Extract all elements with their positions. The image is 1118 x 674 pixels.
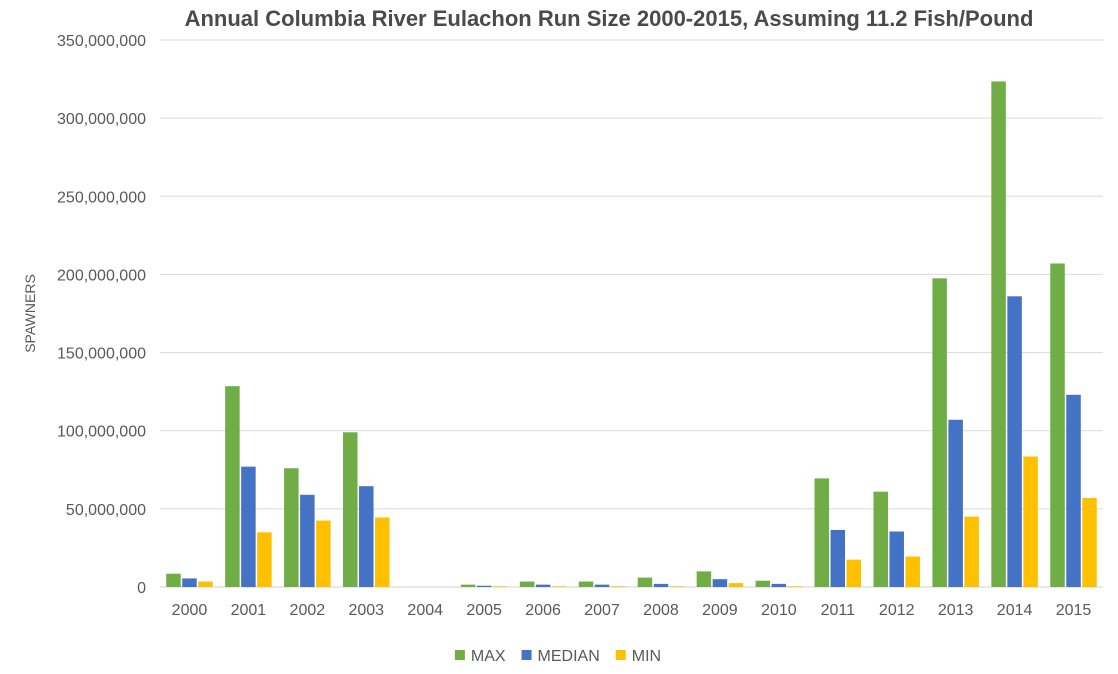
y-tick-label: 150,000,000 bbox=[57, 346, 146, 363]
legend-swatch-max bbox=[454, 650, 465, 660]
bar-min-2012 bbox=[905, 556, 920, 587]
bar-max-2011 bbox=[814, 478, 830, 587]
x-tick-label: 2008 bbox=[643, 602, 679, 619]
bar-max-2006 bbox=[519, 581, 535, 587]
bar-max-2003 bbox=[343, 432, 358, 587]
bar-median-2003 bbox=[359, 486, 374, 587]
bar-median-2006 bbox=[535, 584, 551, 587]
y-tick-label: 0 bbox=[137, 580, 146, 597]
bar-max-2012 bbox=[873, 491, 888, 587]
legend-label-max: MAX bbox=[471, 648, 506, 665]
bar-max-2002 bbox=[284, 468, 299, 587]
legend-swatch-min bbox=[615, 650, 626, 660]
bar-max-2015 bbox=[1050, 263, 1065, 587]
bar-median-2001 bbox=[241, 466, 256, 587]
x-tick-label: 2002 bbox=[290, 602, 326, 619]
x-tick-label: 2012 bbox=[879, 602, 915, 619]
bar-median-2010 bbox=[771, 583, 787, 587]
x-tick-label: 2009 bbox=[702, 602, 738, 619]
y-tick-label: 300,000,000 bbox=[57, 111, 146, 128]
bar-median-2011 bbox=[830, 529, 846, 587]
x-tick-label: 2014 bbox=[997, 602, 1033, 619]
y-tick-label: 350,000,000 bbox=[57, 33, 146, 50]
bar-min-2011 bbox=[846, 559, 862, 587]
bar-min-2006 bbox=[551, 586, 567, 587]
bar-max-2014 bbox=[991, 81, 1006, 587]
bar-min-2001 bbox=[257, 532, 272, 587]
bar-median-2012 bbox=[889, 531, 904, 587]
chart-title: Annual Columbia River Eulachon Run Size … bbox=[184, 6, 1034, 31]
bar-max-2010 bbox=[755, 580, 771, 587]
y-tick-label: 200,000,000 bbox=[57, 267, 146, 284]
bar-min-2002 bbox=[316, 520, 331, 587]
legend-label-min: MIN bbox=[632, 648, 661, 665]
bar-min-2015 bbox=[1082, 497, 1097, 587]
bar-median-2005 bbox=[476, 585, 492, 587]
bar-median-2014 bbox=[1007, 296, 1022, 587]
legend-label-median: MEDIAN bbox=[538, 648, 600, 665]
bar-max-2007 bbox=[578, 581, 594, 587]
bar-max-2005 bbox=[460, 584, 476, 587]
x-tick-label: 2003 bbox=[348, 602, 384, 619]
bar-min-2014 bbox=[1023, 456, 1038, 587]
bar-min-2007 bbox=[610, 586, 626, 587]
bar-median-2009 bbox=[712, 579, 728, 587]
bar-median-2007 bbox=[594, 584, 610, 587]
x-tick-label: 2000 bbox=[172, 602, 208, 619]
bar-min-2008 bbox=[669, 586, 685, 587]
bar-min-2003 bbox=[375, 517, 390, 587]
x-tick-label: 2005 bbox=[466, 602, 502, 619]
x-tick-label: 2015 bbox=[1056, 602, 1092, 619]
bar-median-2000 bbox=[182, 578, 197, 587]
legend-swatch-median bbox=[521, 650, 532, 660]
bar-median-2002 bbox=[300, 494, 315, 587]
bar-max-2001 bbox=[225, 386, 240, 587]
y-tick-label: 250,000,000 bbox=[57, 189, 146, 206]
x-tick-label: 2006 bbox=[525, 602, 561, 619]
bar-min-2000 bbox=[198, 581, 213, 587]
x-tick-label: 2001 bbox=[231, 602, 267, 619]
x-tick-label: 2007 bbox=[584, 602, 620, 619]
y-axis-title: SPAWNERS bbox=[22, 274, 38, 353]
bar-median-2015 bbox=[1066, 394, 1081, 587]
bar-max-2000 bbox=[166, 573, 181, 587]
y-tick-label: 50,000,000 bbox=[66, 502, 146, 519]
bar-min-2013 bbox=[964, 516, 979, 587]
bar-max-2008 bbox=[637, 577, 653, 587]
x-tick-label: 2013 bbox=[938, 602, 974, 619]
bar-max-2013 bbox=[932, 278, 947, 587]
bar-median-2013 bbox=[948, 419, 963, 587]
x-tick-label: 2004 bbox=[407, 602, 443, 619]
x-tick-label: 2011 bbox=[821, 602, 856, 619]
x-tick-label: 2010 bbox=[761, 602, 797, 619]
bar-min-2009 bbox=[728, 583, 744, 587]
bar-min-2010 bbox=[787, 586, 803, 587]
bar-max-2009 bbox=[696, 571, 712, 587]
bar-median-2008 bbox=[653, 583, 669, 587]
bar-min-2005 bbox=[492, 586, 508, 587]
y-tick-label: 100,000,000 bbox=[57, 424, 146, 441]
